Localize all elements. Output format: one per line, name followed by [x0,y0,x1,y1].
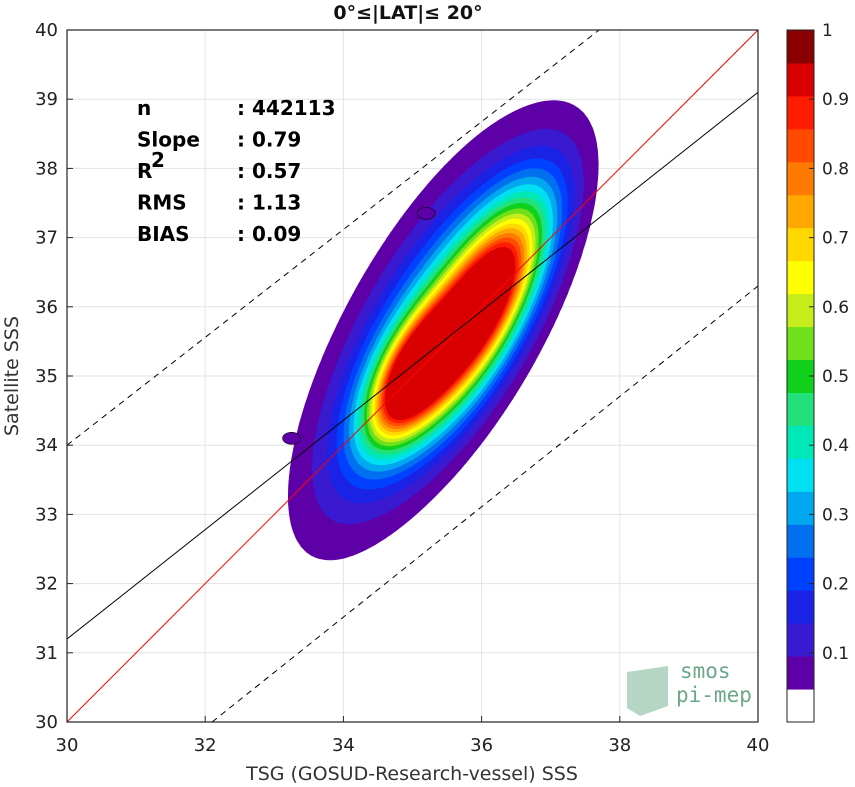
logo-mark [627,666,668,716]
colorbar-segment [787,260,814,295]
colorbar: 0.1 0.2 0.3 0.4 0.5 0.6 0.7 0.8 0.9 1 [786,21,849,723]
line-upper-bound [67,30,600,446]
y-axis: 30 31 32 33 34 35 36 37 38 39 40 [35,20,73,733]
colorbar-tick-label: 0.3 [822,505,849,525]
colorbar-segment [787,62,814,97]
y-tick-label: 37 [35,228,58,249]
colorbar-segment [787,128,814,163]
colorbar-segment [787,161,814,196]
x-tick-label: 32 [194,735,217,756]
y-tick-label: 40 [35,20,58,41]
colorbar-segment [787,590,814,624]
y-tick-label: 34 [35,435,58,456]
colorbar-segment [787,491,814,525]
colorbar-segment [787,689,814,723]
stat-label-superscript: 2 [151,148,165,172]
colorbar-tick-label: 0.6 [822,298,849,318]
y-tick-label: 39 [35,89,58,110]
reference-lines [67,30,758,722]
colorbar-segment [787,557,814,591]
colorbar-tick-label: 0.2 [822,575,849,595]
stat-value: 0.57 [252,159,301,183]
colorbar-segment [787,623,814,657]
contour-level-19 [384,246,516,421]
stat-value: 0.09 [252,222,301,246]
y-tick-label: 38 [35,158,58,179]
colorbar-tick-label: 0.1 [822,644,849,664]
x-axis-label: TSG (GOSUD-Research-vessel) SSS [245,763,578,785]
x-tick-label: 30 [56,735,79,756]
density-island [417,207,436,220]
colorbar-segment [787,194,814,229]
colorbar-segment [787,656,814,690]
colorbar-tick-label: 0.8 [822,159,849,179]
line-one-to-one [67,30,758,722]
logo-line2: pi-mep [676,683,752,707]
colorbar-segment [787,293,814,328]
colorbar-tick-label: 0.4 [822,436,849,456]
colorbar-segment [787,326,814,361]
stat-separator: : [237,96,245,120]
y-tick-label: 36 [35,297,58,318]
smos-pimep-logo: smos pi-mep [627,659,752,716]
colorbar-segment [787,524,814,558]
stat-separator: : [237,159,245,183]
y-axis-label: Satellite SSS [1,316,23,436]
y-tick-label: 33 [35,504,58,525]
x-tick-label: 36 [470,735,493,756]
density-island [282,431,301,445]
y-tick-label: 32 [35,574,58,595]
colorbar-segment [787,392,814,426]
stat-value: 1.13 [252,191,301,215]
colorbar-tick-label: 0.7 [822,229,849,249]
chart-title: 0°≤|LAT|≤ 20° [333,2,482,24]
y-tick-label: 30 [35,712,58,733]
stat-label: BIAS [137,222,190,246]
logo-line1: smos [680,659,731,683]
stat-label: RMS [137,191,187,215]
stat-label: R [137,159,152,183]
stat-value: 442113 [252,96,336,120]
x-tick-label: 38 [608,735,631,756]
stat-separator: : [237,128,245,152]
x-tick-label: 40 [747,735,770,756]
x-axis: 30 32 34 36 38 40 [56,716,770,756]
stat-value: 0.79 [252,128,301,152]
colorbar-tick-label: 0.5 [822,367,849,387]
colorbar-segment [787,458,814,492]
colorbar-segment [787,227,814,262]
stats-box: n:442113Slope:0.79R2:0.57RMS:1.13BIAS:0.… [137,96,336,246]
colorbar-segment [787,425,814,459]
line-regression [67,91,758,640]
stat-separator: : [237,191,245,215]
colorbar-tick-label: 0.9 [822,90,849,110]
colorbar-segment [787,95,814,130]
colorbar-tick-label: 1 [822,21,833,41]
y-tick-label: 35 [35,366,58,387]
x-tick-label: 34 [332,735,355,756]
y-tick-label: 31 [35,643,58,664]
stat-label: Slope [137,128,200,152]
density-contours [282,100,599,561]
stat-separator: : [237,222,245,246]
stat-label: n [137,96,151,120]
colorbar-segment [787,30,814,64]
